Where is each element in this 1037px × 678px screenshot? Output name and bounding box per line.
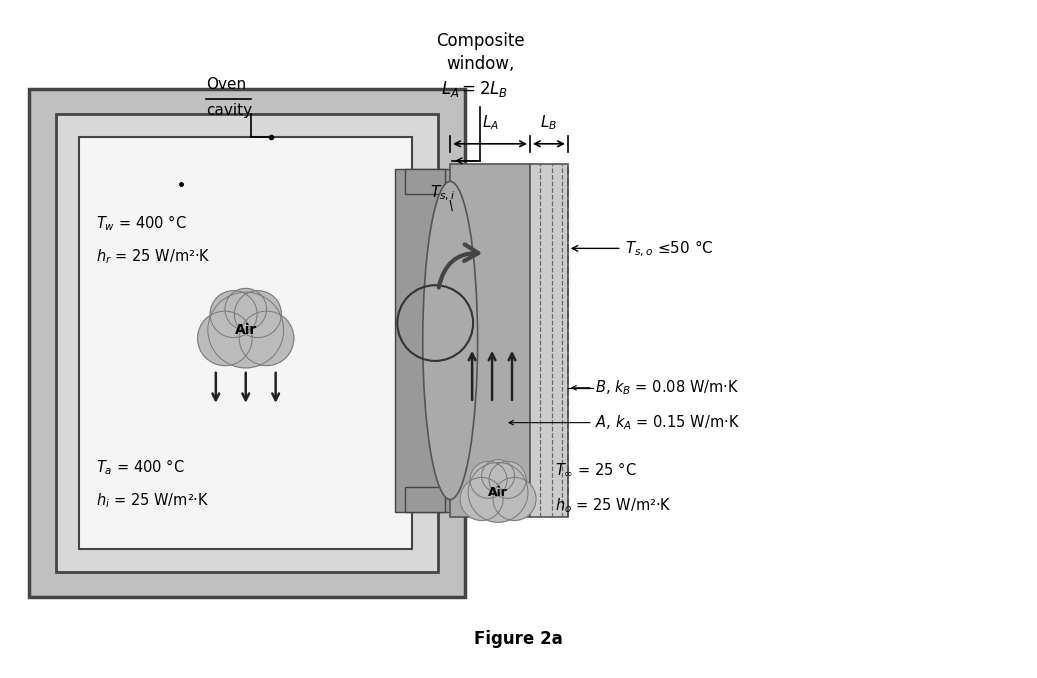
Text: $A$, $k_A$ = 0.15 W/m·K: $A$, $k_A$ = 0.15 W/m·K (595, 414, 739, 432)
Circle shape (211, 291, 257, 338)
Circle shape (198, 311, 252, 365)
Bar (450, 163, 530, 517)
Text: cavity: cavity (205, 104, 252, 119)
Circle shape (493, 477, 536, 521)
Text: Air: Air (488, 486, 508, 499)
Bar (405, 169, 445, 194)
Text: $T_a$ = 400 °C: $T_a$ = 400 °C (96, 458, 185, 477)
Text: $T_{s,o}$ ≤50 °C: $T_{s,o}$ ≤50 °C (624, 238, 713, 258)
Text: Composite: Composite (436, 33, 525, 50)
Text: $L_B$: $L_B$ (540, 113, 558, 132)
Bar (395, 169, 455, 513)
Circle shape (207, 292, 284, 368)
Circle shape (225, 288, 267, 330)
Bar (441, 243, 455, 452)
Text: $h_i$ = 25 W/m²·K: $h_i$ = 25 W/m²·K (96, 491, 209, 510)
Text: window,: window, (446, 55, 514, 73)
Text: Air: Air (234, 323, 257, 337)
Circle shape (234, 291, 281, 338)
FancyBboxPatch shape (56, 114, 439, 572)
Text: Figure 2a: Figure 2a (474, 630, 563, 647)
Text: $L_A = 2L_B$: $L_A = 2L_B$ (442, 79, 509, 99)
Ellipse shape (423, 182, 478, 500)
Circle shape (460, 477, 503, 521)
Text: $T_{s,i}$: $T_{s,i}$ (429, 184, 455, 203)
Circle shape (468, 462, 528, 522)
Text: Oven: Oven (205, 77, 246, 92)
Text: $L_A$: $L_A$ (481, 113, 499, 132)
Circle shape (240, 311, 293, 365)
Text: $h_r$ = 25 W/m²·K: $h_r$ = 25 W/m²·K (96, 247, 211, 266)
Circle shape (489, 461, 526, 498)
FancyBboxPatch shape (29, 89, 466, 597)
Text: $T_w$ = 400 °C: $T_w$ = 400 °C (96, 214, 187, 233)
FancyBboxPatch shape (79, 137, 413, 549)
Text: $h_o$ = 25 W/m²·K: $h_o$ = 25 W/m²·K (555, 496, 672, 515)
FancyArrowPatch shape (439, 244, 478, 287)
Bar (530, 163, 568, 517)
Circle shape (481, 460, 514, 492)
Text: $B$, $k_B$ = 0.08 W/m·K: $B$, $k_B$ = 0.08 W/m·K (595, 378, 739, 397)
Text: $T_\infty$ = 25 °C: $T_\infty$ = 25 °C (555, 460, 637, 478)
Circle shape (470, 461, 507, 498)
Bar (405, 487, 445, 513)
